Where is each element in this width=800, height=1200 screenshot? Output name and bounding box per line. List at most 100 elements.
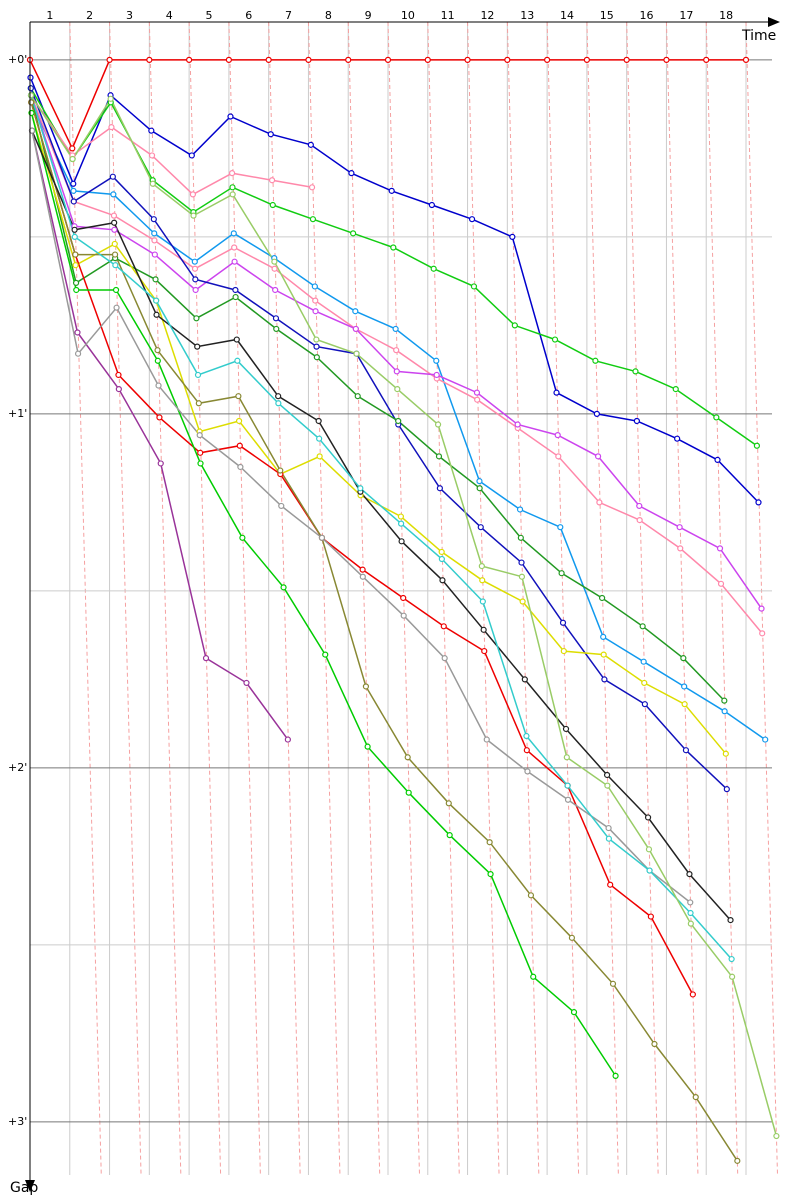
data-point bbox=[278, 502, 285, 510]
data-point bbox=[113, 304, 120, 311]
data-point bbox=[230, 230, 237, 237]
lap-time-line bbox=[427, 21, 460, 1176]
data-point bbox=[390, 244, 397, 251]
data-point bbox=[313, 343, 320, 350]
data-point bbox=[714, 456, 721, 464]
data-point bbox=[233, 336, 240, 343]
data-point bbox=[71, 226, 78, 233]
series-line bbox=[31, 130, 732, 921]
data-point bbox=[69, 145, 76, 152]
data-point bbox=[405, 789, 412, 796]
lap-time-line bbox=[307, 21, 341, 1176]
data-point bbox=[424, 56, 431, 63]
data-point bbox=[481, 647, 488, 655]
data-point bbox=[269, 201, 276, 209]
y-axis-label: Gap bbox=[10, 1180, 38, 1196]
data-point bbox=[388, 187, 395, 194]
data-point bbox=[436, 485, 443, 492]
data-point bbox=[632, 368, 639, 375]
y-tick-label: +3' bbox=[8, 1115, 27, 1128]
data-point bbox=[604, 782, 611, 789]
data-point bbox=[313, 336, 320, 343]
data-point bbox=[562, 725, 570, 733]
data-point bbox=[194, 371, 202, 379]
data-point bbox=[644, 814, 652, 821]
data-point bbox=[445, 800, 452, 807]
data-point bbox=[271, 258, 278, 265]
data-point bbox=[357, 485, 364, 492]
data-point bbox=[672, 386, 679, 393]
data-point bbox=[647, 913, 654, 920]
lap-time-line bbox=[546, 21, 580, 1176]
data-point bbox=[607, 881, 614, 888]
data-point bbox=[641, 701, 648, 708]
data-point bbox=[265, 56, 272, 63]
data-point bbox=[70, 198, 77, 205]
data-point bbox=[153, 311, 160, 318]
x-tick-label: 18 bbox=[719, 9, 733, 22]
data-point bbox=[722, 750, 729, 757]
data-point bbox=[153, 297, 160, 304]
data-point bbox=[352, 325, 359, 333]
data-point bbox=[612, 1072, 619, 1079]
data-point bbox=[107, 95, 114, 102]
data-point bbox=[243, 679, 250, 687]
data-point bbox=[148, 127, 155, 134]
data-point bbox=[202, 655, 210, 662]
data-point bbox=[516, 506, 524, 513]
data-point bbox=[593, 410, 600, 417]
data-point bbox=[476, 478, 483, 485]
data-point bbox=[155, 382, 162, 389]
data-point bbox=[197, 460, 204, 467]
data-point bbox=[316, 435, 323, 442]
data-point bbox=[312, 297, 319, 304]
data-point bbox=[150, 216, 157, 223]
data-point bbox=[235, 417, 243, 425]
data-point bbox=[755, 499, 762, 506]
data-point bbox=[235, 393, 242, 400]
data-point bbox=[72, 279, 80, 287]
data-point bbox=[518, 573, 526, 580]
series-line bbox=[30, 102, 738, 1162]
data-point bbox=[438, 548, 445, 556]
data-point bbox=[470, 283, 478, 290]
data-point bbox=[727, 917, 734, 924]
data-point bbox=[487, 870, 494, 878]
data-point bbox=[553, 389, 560, 396]
data-point bbox=[609, 980, 617, 987]
data-point bbox=[521, 676, 528, 683]
data-point bbox=[272, 315, 280, 322]
lap-time-line bbox=[626, 21, 659, 1176]
data-point bbox=[645, 846, 653, 853]
data-point bbox=[191, 265, 199, 272]
data-point bbox=[227, 113, 234, 120]
data-point bbox=[758, 605, 765, 612]
data-point bbox=[474, 396, 481, 403]
series-line bbox=[30, 95, 725, 702]
data-point bbox=[190, 212, 197, 219]
data-point bbox=[348, 170, 355, 177]
x-tick-label: 16 bbox=[640, 9, 654, 22]
data-point bbox=[272, 286, 279, 294]
data-point bbox=[601, 676, 608, 683]
data-point bbox=[316, 453, 323, 460]
data-point bbox=[151, 251, 158, 258]
data-point bbox=[195, 400, 202, 407]
data-point bbox=[115, 371, 122, 379]
data-point bbox=[742, 56, 750, 63]
data-point bbox=[478, 563, 485, 570]
data-point bbox=[400, 594, 407, 602]
series-line bbox=[29, 77, 760, 503]
data-point bbox=[663, 56, 670, 63]
data-point bbox=[734, 1157, 741, 1164]
x-tick-label: 9 bbox=[365, 9, 372, 22]
data-point bbox=[468, 216, 476, 223]
data-point bbox=[464, 56, 471, 63]
data-point bbox=[721, 697, 728, 704]
data-point bbox=[558, 570, 565, 577]
series-line bbox=[30, 87, 728, 790]
data-point bbox=[564, 796, 572, 803]
data-point bbox=[639, 623, 646, 630]
data-point bbox=[435, 453, 443, 460]
data-point bbox=[480, 626, 487, 633]
